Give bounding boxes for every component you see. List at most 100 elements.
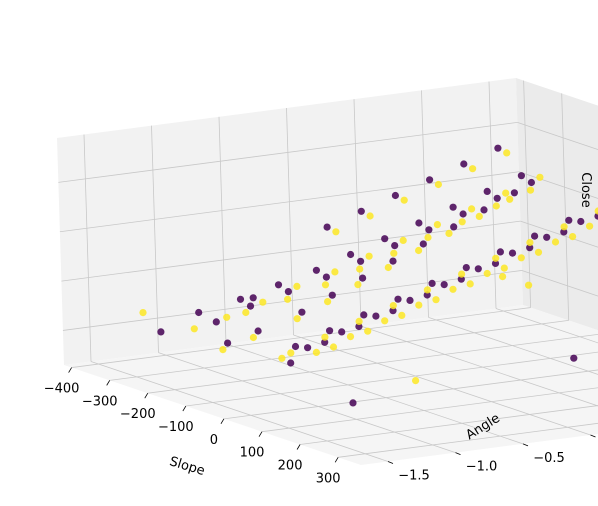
x-tick bbox=[220, 418, 225, 425]
z-grid-left bbox=[58, 122, 518, 183]
scatter-point bbox=[304, 344, 312, 352]
y-grid-left bbox=[218, 116, 227, 344]
scatter-point bbox=[419, 240, 427, 248]
scatter-point bbox=[274, 281, 283, 289]
x-grid-back bbox=[561, 93, 570, 321]
scatter-point bbox=[287, 359, 295, 367]
scatter-point bbox=[332, 228, 340, 236]
y-grid-left bbox=[286, 107, 294, 336]
scatter-point bbox=[508, 249, 517, 257]
scatter-point bbox=[249, 333, 257, 342]
scatter-point bbox=[293, 315, 301, 323]
scatter-point bbox=[426, 176, 434, 184]
scatter-point bbox=[355, 322, 363, 331]
scatter-point bbox=[389, 307, 397, 315]
scatter-point bbox=[570, 354, 578, 362]
scatter-point bbox=[355, 317, 363, 325]
scatter-point bbox=[391, 191, 399, 200]
scatter-point bbox=[323, 223, 331, 231]
scatter-point bbox=[360, 311, 368, 319]
scatter-point bbox=[412, 377, 420, 385]
scatter-point bbox=[287, 349, 295, 357]
scatter-point bbox=[531, 232, 539, 240]
scatter-point bbox=[551, 238, 560, 246]
scatter-point bbox=[460, 160, 468, 168]
scatter-point bbox=[389, 302, 397, 310]
scatter-point bbox=[594, 207, 598, 215]
z-grid-back bbox=[521, 270, 598, 297]
scatter-point bbox=[406, 296, 414, 304]
x-axis-label: Slope bbox=[168, 454, 207, 479]
scatter-point bbox=[525, 281, 533, 289]
scatter-point bbox=[432, 296, 440, 304]
y-grid-left bbox=[151, 125, 159, 353]
x-tick-label: −100 bbox=[158, 420, 194, 435]
scatter-point bbox=[390, 249, 398, 257]
x-tick-label: −300 bbox=[82, 394, 118, 409]
scatter-point bbox=[503, 149, 511, 157]
scatter-point bbox=[384, 263, 392, 272]
scatter-point bbox=[391, 242, 399, 250]
scatter-point bbox=[462, 264, 470, 272]
scatter-point bbox=[492, 202, 500, 210]
scatter-point bbox=[458, 270, 466, 278]
scatter-point bbox=[190, 325, 198, 333]
scatter-point bbox=[398, 311, 406, 319]
scatter-point bbox=[381, 317, 389, 325]
scatter-point bbox=[249, 294, 257, 302]
scatter-point bbox=[139, 309, 147, 317]
x-tick-label: 300 bbox=[316, 471, 341, 486]
x-tick-label: 0 bbox=[210, 433, 218, 448]
scatter-point bbox=[457, 275, 465, 283]
scatter-point bbox=[475, 212, 483, 220]
scatter-point bbox=[458, 218, 466, 226]
scatter-point bbox=[259, 298, 267, 306]
scatter-point bbox=[466, 280, 474, 288]
x-tick bbox=[258, 431, 263, 437]
scatter-point bbox=[321, 338, 329, 346]
z-grid-left bbox=[62, 270, 522, 331]
scatter-point bbox=[324, 298, 332, 306]
scatter-point bbox=[372, 312, 380, 320]
scatter-point bbox=[483, 187, 491, 195]
scatter-point bbox=[212, 318, 220, 326]
y-tick-label: −1.5 bbox=[398, 468, 430, 483]
pane-floor bbox=[64, 305, 598, 465]
pane-back bbox=[516, 78, 598, 331]
y-grid-floor bbox=[360, 325, 598, 407]
y-grid-left bbox=[83, 134, 92, 362]
scatter-point bbox=[423, 291, 431, 299]
scatter-point bbox=[400, 196, 408, 204]
scatter-point bbox=[312, 266, 320, 274]
y-grid-left bbox=[353, 99, 362, 327]
scatter-point bbox=[577, 217, 585, 226]
y-tick-label: −1.0 bbox=[466, 460, 498, 475]
x-tick bbox=[144, 392, 149, 399]
scatter-point bbox=[338, 328, 346, 336]
scatter-point bbox=[284, 295, 292, 303]
scatter-point bbox=[510, 189, 518, 197]
scatter-point bbox=[560, 223, 568, 231]
scatter-point bbox=[506, 195, 514, 203]
scatter-point bbox=[569, 233, 577, 241]
x-tick-label: 100 bbox=[240, 446, 265, 461]
scatter-point bbox=[278, 354, 286, 362]
x-tick bbox=[68, 367, 72, 373]
scatter-point bbox=[440, 281, 448, 289]
scatter-point bbox=[195, 308, 203, 317]
x-tick bbox=[334, 457, 339, 463]
scatter-point bbox=[242, 308, 250, 317]
scatter-point bbox=[469, 165, 477, 173]
scatter-point bbox=[364, 327, 372, 335]
scatter-point bbox=[517, 254, 525, 262]
scatter-point bbox=[356, 265, 364, 273]
scatter-points bbox=[139, 144, 598, 407]
scatter-point bbox=[425, 226, 433, 234]
scatter-point bbox=[236, 295, 245, 303]
scatter-point bbox=[450, 223, 458, 231]
x-tick bbox=[182, 405, 187, 412]
scatter-point bbox=[474, 265, 482, 273]
y-grid-floor bbox=[293, 334, 591, 436]
scatter-point bbox=[346, 333, 355, 341]
scatter-point bbox=[459, 210, 467, 218]
